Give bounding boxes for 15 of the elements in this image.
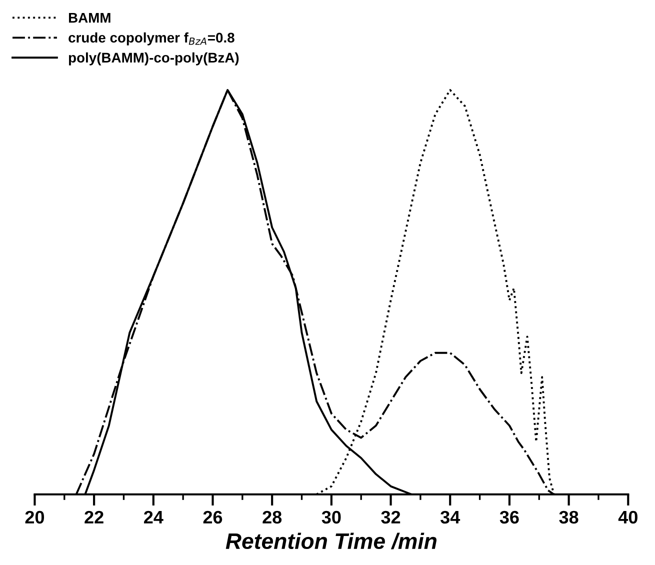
legend-label: crude copolymer f$_{BzA}$=0.8 [68,32,234,46]
legend-label: poly(BAMM)-co-poly(BzA) [68,52,239,66]
x-tick-label: 36 [500,510,519,524]
x-tick-label: 24 [144,510,164,524]
x-tick-label: 26 [203,510,222,524]
x-tick-label: 38 [559,510,578,524]
x-axis-title: Retention Time /min [226,532,436,550]
x-tick-label: 30 [322,510,341,524]
x-tick-label: 28 [262,510,282,524]
x-tick-label: 34 [440,510,460,524]
x-tick-label: 40 [618,510,638,524]
x-tick-label: 32 [381,510,400,524]
x-tick-label: 20 [25,510,44,524]
x-tick-label: 22 [84,510,104,524]
legend-label: BAMM [68,13,110,23]
